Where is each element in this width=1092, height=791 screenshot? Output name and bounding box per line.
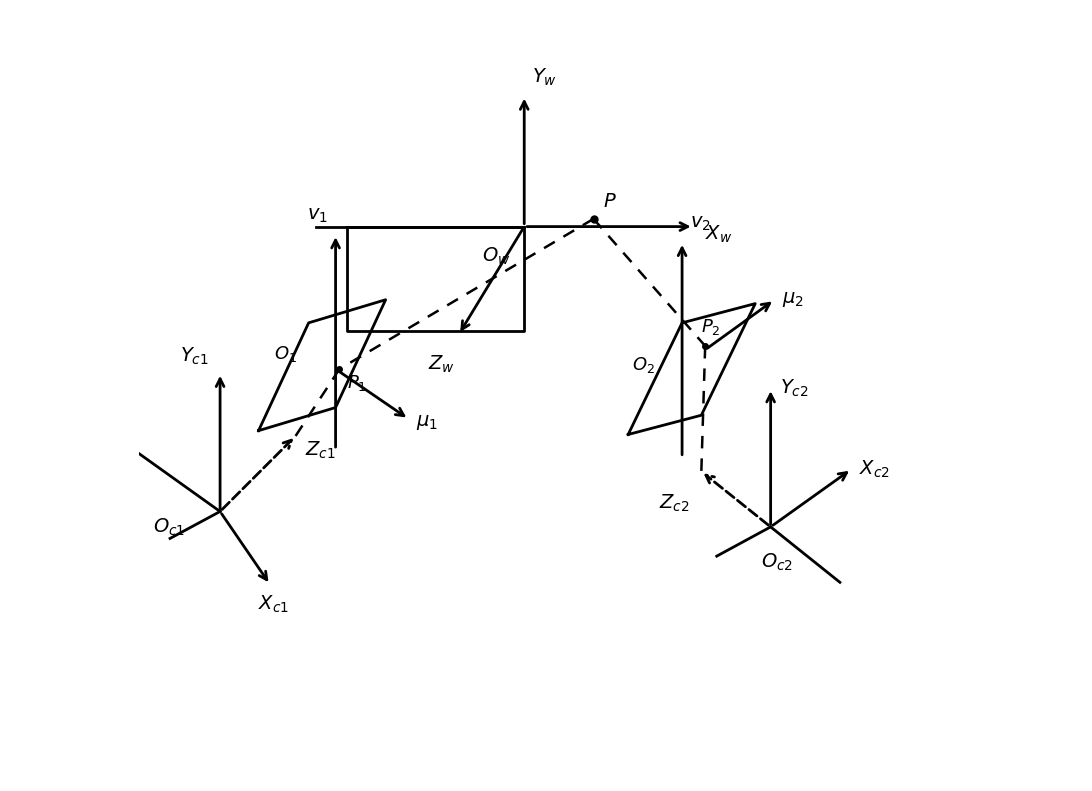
- Text: $X_{c2}$: $X_{c2}$: [859, 459, 890, 480]
- Text: $P$: $P$: [603, 192, 617, 211]
- Text: $\mu_1$: $\mu_1$: [416, 414, 439, 433]
- Text: $Z_w$: $Z_w$: [428, 354, 455, 375]
- Text: $P_1$: $P_1$: [347, 373, 367, 393]
- Text: $Y_w$: $Y_w$: [532, 66, 557, 88]
- Text: $O_{c2}$: $O_{c2}$: [761, 551, 793, 573]
- Text: $\mu_2$: $\mu_2$: [782, 290, 804, 309]
- Text: $O_1$: $O_1$: [274, 343, 297, 364]
- Text: $v_2$: $v_2$: [690, 214, 711, 233]
- Text: $Z_{c1}$: $Z_{c1}$: [305, 440, 335, 461]
- Text: $Y_{c1}$: $Y_{c1}$: [180, 346, 209, 367]
- Text: $Y_{c2}$: $Y_{c2}$: [780, 377, 808, 399]
- Text: $Z_{c2}$: $Z_{c2}$: [660, 493, 690, 514]
- Text: $P_2$: $P_2$: [701, 316, 721, 337]
- Text: $X_{c1}$: $X_{c1}$: [259, 594, 289, 615]
- Text: $O_{c1}$: $O_{c1}$: [153, 517, 186, 538]
- Text: $v_1$: $v_1$: [307, 206, 328, 225]
- Text: $O_w$: $O_w$: [482, 246, 510, 267]
- Text: $X_w$: $X_w$: [705, 224, 733, 245]
- Text: $O_2$: $O_2$: [632, 355, 655, 375]
